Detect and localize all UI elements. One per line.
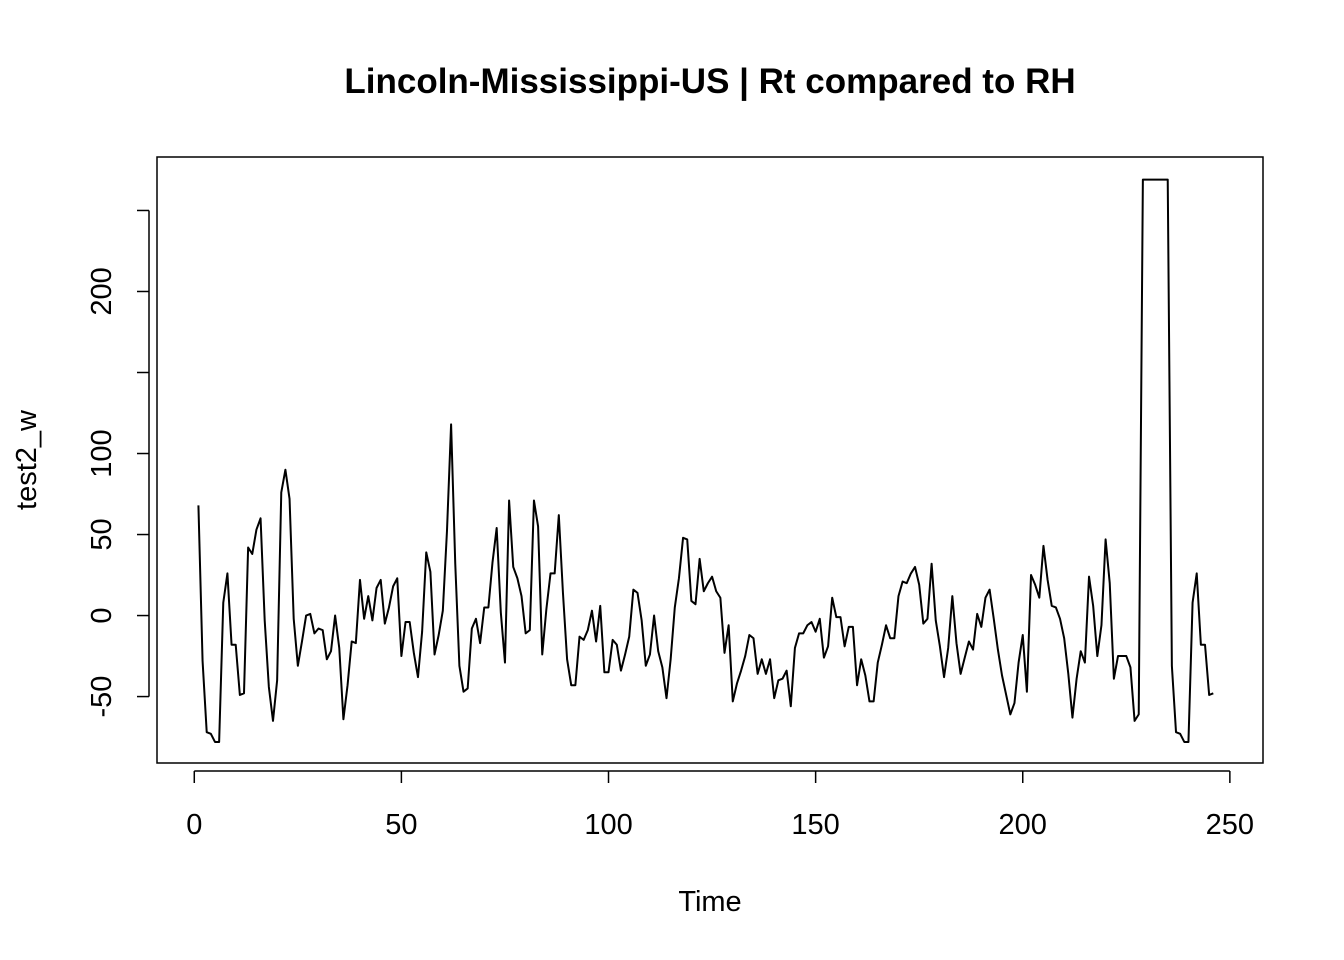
y-tick-label: 0 — [86, 607, 118, 623]
y-tick-label: -50 — [86, 676, 118, 718]
y-axis-title: test2_w — [11, 409, 43, 510]
plot-area — [156, 156, 1264, 764]
x-tick-label: 150 — [791, 809, 839, 841]
y-tick-label: 50 — [86, 518, 118, 550]
x-axis-title: Time — [678, 886, 741, 918]
x-axis: 0 50 100 150 200 250 — [186, 770, 1254, 841]
y-tick-label: 100 — [86, 429, 118, 477]
x-tick-label: 50 — [385, 809, 417, 841]
x-tick-label: 0 — [186, 809, 202, 841]
chart-title: Lincoln-Mississippi-US | Rt compared to … — [344, 62, 1075, 101]
series-line — [197, 178, 1214, 743]
x-tick-label: 200 — [999, 809, 1047, 841]
y-tick-label: 200 — [86, 267, 118, 315]
x-tick-label: 100 — [584, 809, 632, 841]
y-axis: -50 0 50 100 200 — [86, 209, 150, 718]
x-tick-label: 250 — [1206, 809, 1254, 841]
series-layer — [197, 178, 1214, 743]
